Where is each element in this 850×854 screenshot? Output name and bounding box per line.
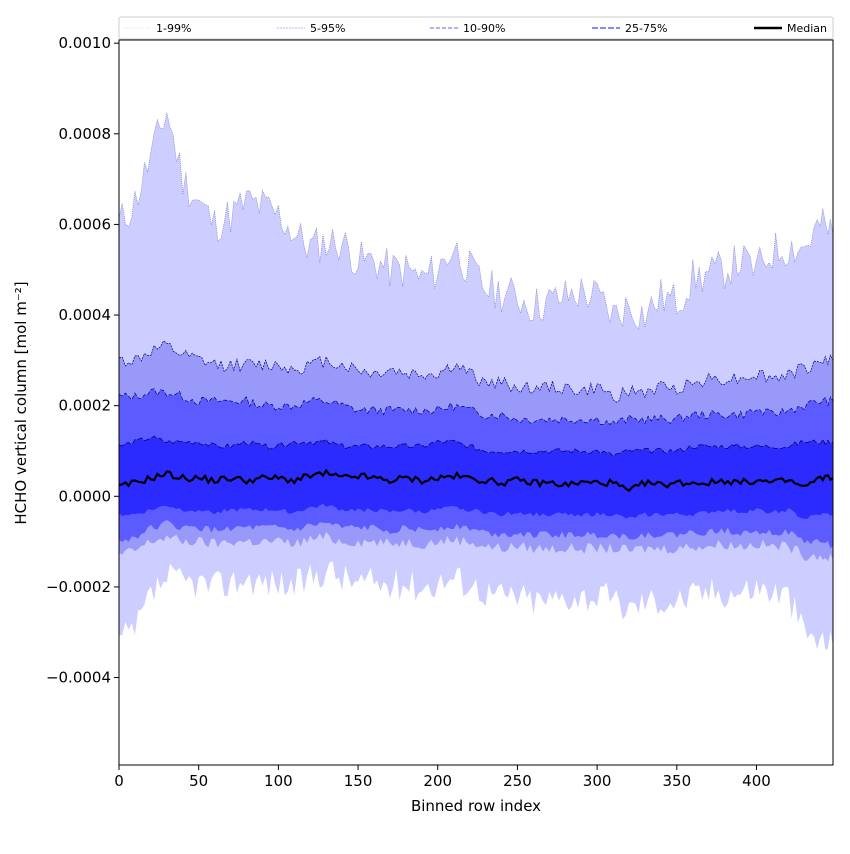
x-tick-label: 350 (662, 772, 691, 790)
x-tick-label: 250 (503, 772, 532, 790)
x-axis: 0 50 100 150 200 250 300 350 400 (114, 765, 771, 790)
band-upper-line-25-75pct (118, 435, 834, 457)
x-tick-label: 150 (344, 772, 373, 790)
legend-label: 10-90% (463, 22, 505, 35)
y-tick-label: 0.0004 (59, 306, 112, 324)
legend-label: 5-95% (310, 22, 345, 35)
legend-box (118, 16, 834, 40)
x-tick-label: 300 (583, 772, 612, 790)
legend-label: 25-75% (625, 22, 667, 35)
y-tick-label: 0.0000 (59, 487, 112, 505)
x-tick-label: 100 (264, 772, 293, 790)
plot-area (118, 112, 834, 650)
band-upper-line-10-90pct (118, 388, 834, 426)
y-tick-label: −0.0004 (46, 669, 111, 687)
y-tick-label: 0.0008 (59, 125, 112, 143)
legend: 1-99% 5-95% 10-90% 25-75% Median (118, 16, 834, 40)
x-tick-label: 0 (114, 772, 124, 790)
y-tick-label: 0.0006 (59, 215, 112, 233)
y-tick-label: 0.0002 (59, 397, 112, 415)
legend-label: 1-99% (156, 22, 191, 35)
legend-label: Median (787, 22, 827, 35)
x-axis-label: Binned row index (411, 797, 541, 815)
median-line (118, 468, 834, 493)
y-tick-label: 0.0010 (59, 34, 112, 52)
x-tick-label: 200 (423, 772, 452, 790)
band-upper-line-5-95pct (118, 340, 834, 403)
x-tick-label: 400 (742, 772, 771, 790)
band-25-75pct (119, 436, 833, 519)
y-axis-label: HCHO vertical column [mol m⁻²] (12, 281, 30, 524)
band-upper-line-1-99pct (118, 112, 834, 330)
x-tick-label: 50 (189, 772, 208, 790)
y-tick-label: −0.0002 (46, 578, 111, 596)
y-axis: −0.0004 −0.0002 0.0000 0.0002 0.0004 0.0006 0.… (46, 34, 119, 687)
axes-frame (118, 39, 834, 766)
